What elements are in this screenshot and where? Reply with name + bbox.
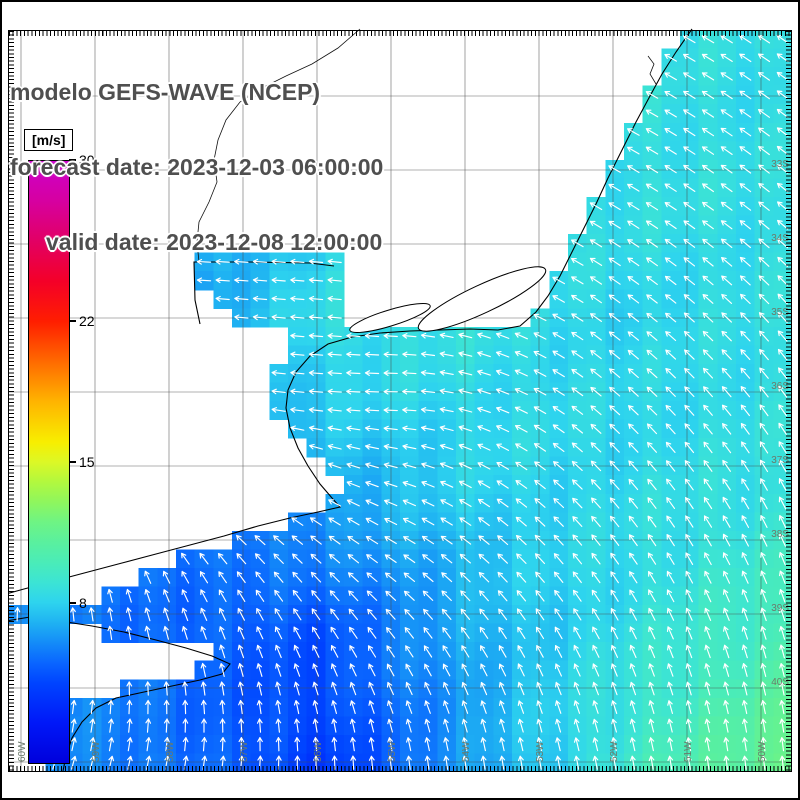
lon-label: 53W bbox=[535, 741, 546, 762]
lat-label: 37S bbox=[771, 455, 789, 466]
lon-label: 54W bbox=[461, 741, 472, 762]
colorbar-tick bbox=[69, 601, 76, 604]
colorbar-tick-label: 15 bbox=[79, 454, 95, 470]
colorbar-tick bbox=[69, 159, 76, 161]
coastline bbox=[8, 28, 693, 595]
lon-label: 52W bbox=[609, 741, 620, 762]
lon-label: 58W bbox=[165, 741, 176, 762]
coastline bbox=[8, 616, 231, 772]
lat-label: 35S bbox=[771, 307, 789, 318]
lon-label: 57W bbox=[239, 741, 250, 762]
coastline-borders bbox=[8, 28, 693, 772]
lat-label: 33S bbox=[771, 159, 789, 170]
wind-arrows bbox=[14, 34, 789, 770]
lon-label: 55W bbox=[387, 741, 398, 762]
lat-label: 39S bbox=[771, 603, 789, 614]
axis-labels: 33S 34S 35S 36S 37S 38S 39S 40S 60W 59W 58W 57W 56W 5… bbox=[17, 159, 789, 762]
colorbar bbox=[28, 160, 70, 764]
colorbar-tick-label: 30 bbox=[79, 152, 95, 168]
lat-label: 38S bbox=[771, 529, 789, 540]
colorbar-tick-label: 22 bbox=[79, 313, 95, 330]
lon-label: 59W bbox=[91, 741, 102, 762]
lagoon-outline bbox=[349, 303, 431, 333]
lon-label: 51W bbox=[683, 741, 694, 762]
lon-label: 50W bbox=[757, 741, 768, 762]
colorbar-unit-label: [m/s] bbox=[24, 129, 74, 151]
lat-label: 40S bbox=[771, 677, 789, 688]
valid-date: valid date: 2023-12-08 12:00:00 bbox=[46, 229, 383, 255]
lat-label: 36S bbox=[771, 381, 789, 392]
lon-label: 60W bbox=[17, 741, 28, 762]
forecast-date: forecast date: 2023-12-03 06:00:00 bbox=[10, 154, 384, 180]
model-title: modelo GEFS-WAVE (NCEP) bbox=[10, 79, 321, 105]
lagoon-outline bbox=[417, 266, 547, 332]
colorbar-tick bbox=[69, 320, 76, 323]
colorbar-tick bbox=[69, 461, 76, 463]
country-border bbox=[647, 55, 657, 85]
country-border bbox=[196, 28, 361, 263]
lat-label: 34S bbox=[771, 233, 789, 244]
colorbar-tick-label: 8 bbox=[79, 594, 87, 611]
title-block: modelo GEFS-WAVE (NCEP) forecast date: 2… bbox=[10, 30, 383, 305]
lon-label: 56W bbox=[313, 741, 324, 762]
